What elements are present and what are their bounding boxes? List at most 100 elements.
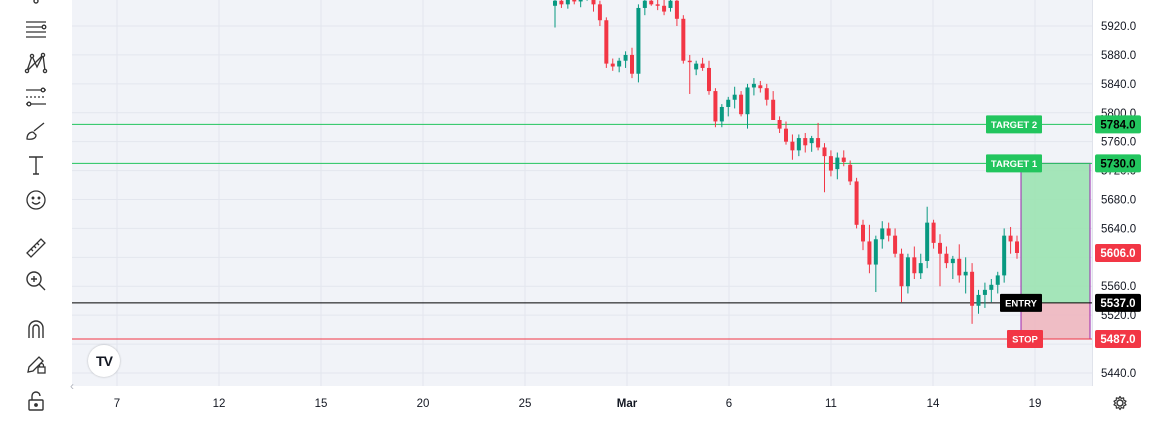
price-badge-text: 5606.0	[1100, 248, 1135, 260]
candle-body	[880, 228, 885, 240]
collapse-toolbar-icon[interactable]: ‹	[70, 379, 74, 393]
y-tick-label: 5920.0	[1101, 21, 1136, 33]
candle-body	[873, 239, 878, 265]
left-toolbar: ‹	[0, 0, 74, 420]
candle	[726, 96, 731, 117]
candle	[694, 60, 699, 76]
level-label-box	[1007, 330, 1043, 349]
candle-body	[828, 156, 833, 171]
candle-body	[610, 63, 615, 67]
candle	[873, 235, 878, 293]
candle	[931, 219, 936, 249]
x-tick-label: 6	[726, 398, 732, 410]
crosshair-icon[interactable]	[21, 0, 51, 16]
price-badge: 5730.0	[1095, 154, 1141, 173]
candle	[976, 289, 981, 314]
candle	[835, 152, 840, 180]
magnet-icon[interactable]	[21, 314, 51, 344]
candle-body	[630, 54, 634, 74]
candle	[565, 0, 570, 9]
candle-body	[790, 141, 795, 151]
candle-body	[982, 289, 987, 295]
candle	[597, 0, 602, 27]
level-label-entry: ENTRY	[1000, 293, 1042, 312]
y-tick-label: 5560.0	[1101, 281, 1136, 293]
candle	[700, 57, 705, 71]
candle-body	[597, 4, 602, 21]
candle-body	[674, 0, 679, 19]
candle	[963, 257, 968, 294]
candle-body	[841, 157, 846, 162]
candle	[982, 282, 987, 308]
emoji-icon[interactable]	[21, 185, 51, 215]
y-tick-label: 5440.0	[1101, 368, 1136, 380]
x-tick-label: 14	[927, 398, 940, 410]
text-icon[interactable]	[21, 150, 51, 180]
candle-body	[1002, 235, 1007, 276]
time-axis[interactable]: 7 12 15 20 25 Mar 6 11 14 19	[72, 386, 1092, 420]
candle-body	[784, 128, 788, 142]
candle-body	[777, 119, 782, 129]
candle-body	[796, 138, 801, 151]
lock-drawing-icon[interactable]	[21, 349, 51, 379]
price-axis[interactable]: 5920.05880.05840.05800.05760.05720.05680…	[1092, 0, 1170, 386]
unlock-icon[interactable]	[21, 386, 51, 416]
y-tick-label: 5640.0	[1101, 223, 1136, 235]
candle	[828, 150, 833, 177]
x-tick-label: 19	[1029, 398, 1042, 410]
zoom-in-icon[interactable]	[21, 266, 51, 296]
candle-body	[694, 63, 699, 70]
pattern-icon[interactable]	[21, 48, 51, 78]
candle	[777, 116, 782, 134]
candle	[1015, 235, 1019, 259]
candle	[649, 0, 654, 6]
candle-body	[912, 257, 917, 274]
candle	[970, 263, 975, 324]
candle-body	[835, 157, 840, 170]
level-label-text: STOP	[1012, 335, 1038, 346]
candle-body	[745, 87, 750, 115]
price-badge-box	[1095, 293, 1141, 312]
candle-body	[809, 138, 814, 144]
brush-icon[interactable]	[21, 116, 51, 146]
candle	[617, 57, 622, 73]
candle	[1002, 228, 1007, 283]
price-badge: 5606.0	[1095, 243, 1141, 262]
candle-body	[893, 235, 898, 254]
settings-corner	[1092, 386, 1170, 420]
ruler-icon[interactable]	[21, 233, 51, 263]
settings-gear-icon[interactable]	[1112, 395, 1128, 411]
candle	[758, 80, 763, 93]
candle-body	[944, 253, 949, 264]
fib-tools-icon[interactable]	[21, 82, 51, 112]
x-tick-label: Mar	[617, 398, 638, 410]
candle-body	[771, 99, 776, 120]
candle-body	[1015, 241, 1019, 253]
candlestick-chart[interactable]: TARGET 2 TARGET 1 ENTRY STOP	[72, 0, 1092, 386]
x-tick-label: 11	[825, 398, 837, 410]
candle	[604, 17, 609, 68]
x-tick-label: 12	[213, 398, 226, 410]
candle-body	[963, 271, 968, 276]
candle-body	[989, 284, 994, 290]
level-label-text: TARGET 2	[991, 120, 1037, 131]
candle	[739, 91, 744, 117]
candle	[713, 88, 718, 128]
candle	[707, 60, 711, 95]
candle	[841, 150, 846, 167]
chart-plot-area[interactable]: TARGET 2 TARGET 1 ENTRY STOP	[72, 0, 1092, 386]
level-label-target-1: TARGET 1	[986, 154, 1042, 173]
candle	[630, 47, 634, 79]
candle	[809, 135, 814, 152]
candle	[944, 246, 949, 269]
candle-body	[758, 85, 763, 89]
candle-body	[604, 20, 609, 64]
candle	[899, 248, 904, 303]
candle-body	[565, 0, 570, 5]
candle	[893, 228, 898, 258]
horizontal-lines-icon[interactable]	[21, 14, 51, 44]
candle	[732, 86, 737, 109]
x-tick-label: 20	[417, 398, 430, 410]
candle-body	[950, 258, 955, 264]
level-label-box	[986, 154, 1042, 173]
